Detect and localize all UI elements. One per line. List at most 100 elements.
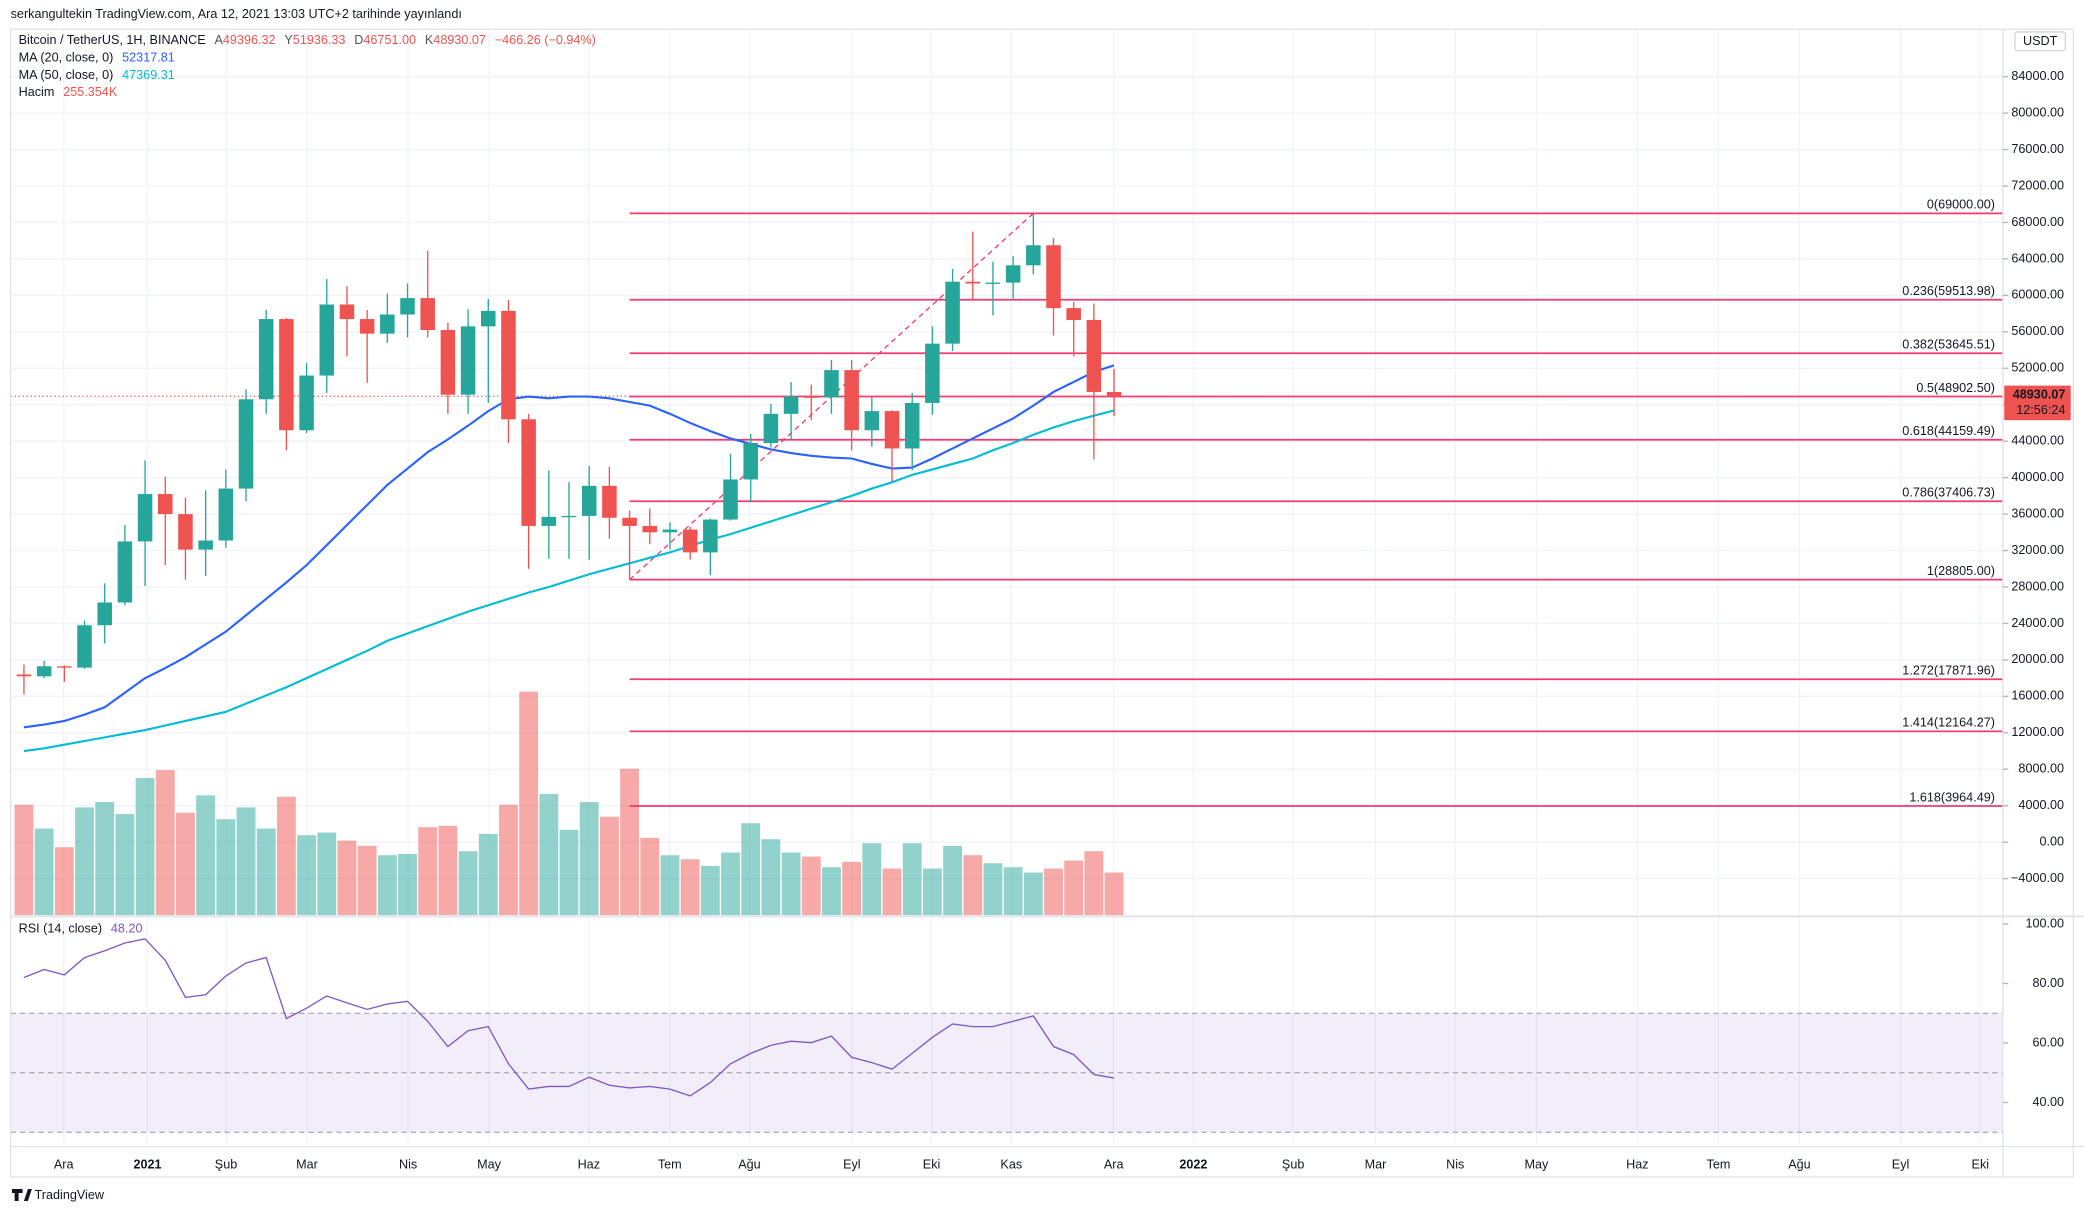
publish-caption: serkangultekin TradingView.com, Ara 12, … [11, 7, 462, 21]
volume-bar [640, 837, 660, 916]
x-tick-label: Mar [296, 1157, 318, 1171]
chart-border [9, 28, 2075, 1178]
candle-body [299, 375, 314, 431]
fib-label: 0.236(59513.98) [1902, 284, 1995, 298]
volume-legend: Hacim 255.354K [19, 85, 118, 99]
y-tick-label: 8000.00 [2018, 762, 2064, 776]
y-tick-label: 36000.00 [2011, 506, 2064, 520]
candle-body [380, 314, 395, 334]
candle-body [440, 329, 456, 395]
volume-bar [357, 845, 377, 916]
candle-body [904, 402, 920, 449]
fib-label: 0.786(37406.73) [1902, 486, 1995, 500]
currency-label[interactable]: USDT [2023, 34, 2058, 48]
y-tick-label: 60000.00 [2011, 288, 2064, 302]
volume-bar [620, 768, 640, 916]
volume-bar [761, 839, 781, 916]
candle-body [359, 319, 375, 334]
ohlc-value: 49396.32 [223, 34, 276, 48]
candle-body [1026, 245, 1041, 266]
volume-bar [317, 832, 337, 916]
volume-bar [34, 828, 54, 916]
volume-bar [216, 819, 236, 916]
axes: Ara 2021 Şub Mar Nis May Haz Tem Ağu Eyl Eki Kas Ara… [54, 69, 2071, 1171]
x-tick-label: Kas [1000, 1157, 1022, 1171]
legend-name: Hacim [19, 85, 55, 99]
candle-body [642, 525, 658, 533]
y-tick-label: 80000.00 [2011, 105, 2064, 119]
candle-body [400, 298, 415, 315]
currency-button[interactable] [2014, 31, 2067, 52]
volume-bar [902, 843, 922, 916]
rsi-tick-label: 80.00 [2032, 976, 2064, 990]
volume-bar [337, 840, 357, 916]
candle-body [783, 396, 799, 414]
fib-label: 0.5(48902.50) [1916, 381, 1995, 395]
volume-bar [983, 863, 1003, 916]
x-tick-label: Şub [1282, 1157, 1304, 1171]
volume [14, 691, 1124, 916]
x-tick-label: Haz [1626, 1157, 1648, 1171]
volume-bar [700, 865, 720, 916]
volume-bar [1084, 851, 1104, 916]
volume-bar [579, 802, 599, 916]
candle-body [258, 319, 274, 400]
x-tick-label: Eki [923, 1157, 941, 1171]
brand: TradingView [35, 1188, 105, 1202]
ohlc-key: A [214, 34, 223, 48]
moving-averages [23, 364, 1115, 1097]
volume-bar [297, 835, 317, 916]
volume-bar [721, 852, 740, 916]
x-tick-label: 2021 [133, 1157, 161, 1171]
candle-body [460, 326, 476, 395]
candle-body [743, 443, 758, 480]
volume-bar [943, 845, 963, 916]
y-tick-label: 12000.00 [2011, 725, 2064, 739]
volume-bar [822, 867, 841, 916]
x-tick-label: Tem [1707, 1157, 1731, 1171]
volume-bar [1023, 872, 1043, 916]
ohlc-value: 46751.00 [363, 34, 416, 48]
ohlc-key: Y [284, 34, 293, 48]
volume-bar [438, 825, 458, 916]
fib-label: 0.382(53645.51) [1902, 338, 1995, 352]
volume-bar [276, 796, 296, 916]
x-tick-label: Nis [399, 1157, 417, 1171]
price-tag-countdown: 12:56:24 [2016, 403, 2065, 417]
y-tick-label: 0.00 [2039, 835, 2064, 849]
legend-name: RSI (14, close) [19, 922, 102, 936]
volume-bar [75, 807, 94, 916]
volume-bar [781, 852, 801, 916]
fib-label: 1.618(3964.49) [1909, 790, 1995, 804]
y-tick-label: 76000.00 [2011, 142, 2064, 156]
candle-body [36, 666, 52, 677]
volume-bar [95, 802, 115, 916]
y-tick-label: −4000.00 [2011, 871, 2064, 885]
volume-bar [115, 814, 135, 916]
candle-body [158, 494, 173, 515]
y-tick-label: 56000.00 [2011, 324, 2064, 338]
candle-body [1106, 392, 1122, 397]
candle-body [117, 541, 133, 603]
frame: USDT [9, 28, 2084, 1178]
volume-bar [236, 807, 256, 916]
x-tick-label: Ağu [738, 1157, 760, 1171]
rsi-tick-label: 40.00 [2032, 1095, 2064, 1109]
candle-body [521, 419, 536, 526]
ma-line [23, 409, 1115, 753]
volume-bar [599, 816, 619, 916]
fib-label: 0(69000.00) [1927, 198, 1995, 212]
y-tick-label: 28000.00 [2011, 579, 2064, 593]
y-tick-label: 84000.00 [2011, 69, 2064, 83]
volume-bar [680, 859, 700, 916]
candle-body [763, 413, 779, 444]
candle-body [703, 519, 718, 553]
price-tag [2004, 385, 2071, 421]
candle-body [925, 343, 940, 403]
y-tick-label: 40000.00 [2011, 470, 2064, 484]
volume-bar [499, 804, 518, 916]
ohlc-key: K [425, 34, 434, 48]
